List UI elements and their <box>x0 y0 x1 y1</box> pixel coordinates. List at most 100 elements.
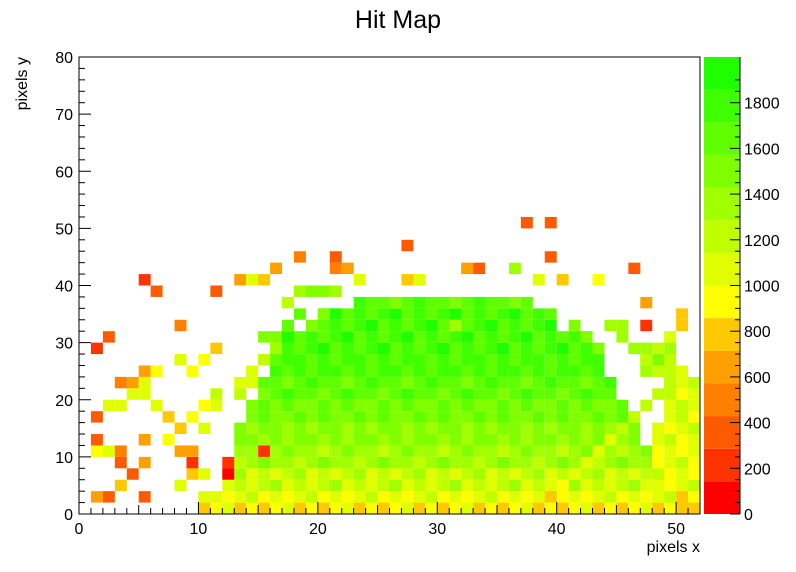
y-tick-label: 50 <box>55 221 73 238</box>
heatmap-cell <box>90 491 103 503</box>
heatmap-cell <box>305 491 318 503</box>
heatmap-cell <box>652 456 665 469</box>
heatmap-cell <box>580 422 593 435</box>
heatmap-cell <box>437 342 450 355</box>
heatmap-cell <box>162 411 175 423</box>
heatmap-cell <box>413 502 426 514</box>
heatmap-cell <box>544 456 557 469</box>
heatmap-cell <box>520 365 533 377</box>
heatmap-cell <box>532 491 545 503</box>
heatmap-cell <box>449 342 462 355</box>
heatmap-cell <box>425 388 438 400</box>
heatmap-cell <box>532 479 545 492</box>
heatmap-cell <box>90 445 103 457</box>
heatmap-cell <box>186 456 199 469</box>
heatmap-cell <box>293 342 306 355</box>
heatmap-cell <box>401 274 414 286</box>
heatmap-cell <box>544 479 557 492</box>
heatmap-cell <box>520 296 533 309</box>
heatmap-cell <box>592 342 605 355</box>
heatmap-cell <box>508 399 521 412</box>
heatmap-cell <box>544 365 557 377</box>
heatmap-cell <box>246 434 259 446</box>
heatmap-cell <box>604 445 617 457</box>
heatmap-cell <box>234 388 247 400</box>
heatmap-cell <box>102 491 115 503</box>
heatmap-cell <box>353 308 366 320</box>
heatmap-cell <box>270 388 283 400</box>
heatmap-cell <box>473 331 486 343</box>
heatmap-cell <box>652 434 665 446</box>
heatmap-cell <box>90 342 103 355</box>
heatmap-cell <box>329 388 342 400</box>
heatmap-cell <box>592 274 605 286</box>
heatmap-cell <box>329 342 342 355</box>
heatmap-cell <box>317 491 330 503</box>
heatmap-cell <box>246 456 259 469</box>
heatmap-cell <box>568 376 581 389</box>
heatmap-cell <box>222 502 235 514</box>
heatmap-cell <box>246 411 259 423</box>
heatmap-cell <box>353 365 366 377</box>
heatmap-cell <box>401 468 414 480</box>
heatmap-cell <box>485 296 497 309</box>
heatmap-cell <box>556 456 569 469</box>
heatmap-cell <box>329 445 342 457</box>
heatmap-cell <box>258 502 271 514</box>
heatmap-cell <box>234 491 247 503</box>
heatmap-cell <box>485 365 497 377</box>
heatmap-cell <box>508 479 521 492</box>
x-axis: 0 10 20 30 40 50 <box>75 502 701 538</box>
heatmap-cell <box>580 365 593 377</box>
heatmap-cell <box>628 262 641 275</box>
heatmap-cell <box>258 376 271 389</box>
heatmap-cell <box>449 445 462 457</box>
heatmap-cell <box>496 365 509 377</box>
heatmap-cell <box>293 491 306 503</box>
heatmap-cell <box>676 399 689 412</box>
heatmap-cell <box>341 354 354 366</box>
heatmap-cell <box>317 376 330 389</box>
heatmap-cell <box>473 296 486 309</box>
heatmap-cell <box>496 456 509 469</box>
heatmap-cell <box>616 411 629 423</box>
heatmap-cell <box>676 456 689 469</box>
heatmap-cell <box>114 445 127 457</box>
heatmap-cell <box>329 319 342 332</box>
heatmap-cell <box>270 456 283 469</box>
heatmap-cell <box>270 262 283 275</box>
heatmap-cell <box>401 445 414 457</box>
heatmap-cell <box>628 434 641 446</box>
heatmap-cell <box>293 376 306 389</box>
heatmap-cell <box>329 262 342 275</box>
heatmap-cell <box>473 434 486 446</box>
heatmap-cell <box>282 342 294 355</box>
heatmap-cell <box>198 491 211 503</box>
palette-swatch <box>704 285 740 319</box>
heatmap-cell <box>341 365 354 377</box>
heatmap-cell <box>353 445 366 457</box>
heatmap-cell <box>592 491 605 503</box>
palette-tick-label: 800 <box>744 324 771 341</box>
heatmap-cell <box>246 445 259 457</box>
heatmap-cell <box>401 239 414 252</box>
heatmap-cell <box>580 354 593 366</box>
heatmap-cell <box>389 422 402 435</box>
heatmap-cell <box>508 331 521 343</box>
heatmap-cell <box>437 479 450 492</box>
palette-tick-label: 600 <box>744 370 771 387</box>
heatmap-cell <box>389 296 402 309</box>
heatmap-cell <box>174 479 187 492</box>
heatmap-cell <box>425 354 438 366</box>
heatmap-cell <box>664 422 677 435</box>
heatmap-cell <box>317 468 330 480</box>
heatmap-cell <box>401 365 414 377</box>
heatmap-cell <box>592 434 605 446</box>
heatmap-cell <box>305 456 318 469</box>
heatmap-cell <box>329 411 342 423</box>
y-axis-label: pixels y <box>14 57 31 110</box>
heatmap-cell <box>425 308 438 320</box>
heatmap-cell <box>461 422 474 435</box>
heatmap-cell <box>341 468 354 480</box>
heatmap-cell <box>520 388 533 400</box>
